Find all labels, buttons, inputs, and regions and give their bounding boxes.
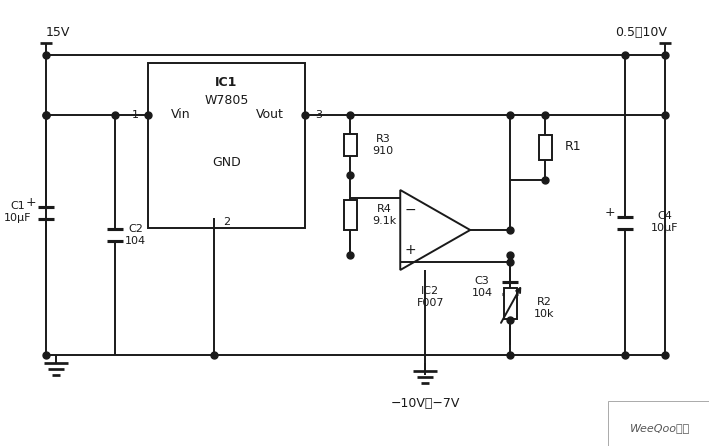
Text: 15V: 15V [45, 26, 70, 40]
Text: C4
10μF: C4 10μF [651, 211, 679, 233]
Text: R4
9.1k: R4 9.1k [372, 204, 396, 226]
Text: 1: 1 [131, 110, 138, 120]
Text: GND: GND [212, 156, 241, 169]
Text: 3: 3 [316, 110, 323, 120]
Text: C3
104: C3 104 [471, 276, 493, 298]
Text: −: − [404, 203, 416, 217]
Text: 0.5～10V: 0.5～10V [615, 26, 667, 40]
Text: +: + [26, 196, 36, 209]
Text: R2
10k: R2 10k [534, 297, 554, 319]
Text: IC2
F007: IC2 F007 [416, 286, 444, 308]
Text: R1: R1 [565, 140, 582, 153]
Text: IC1: IC1 [216, 77, 238, 90]
Text: W7805: W7805 [204, 95, 249, 107]
Text: R3
910: R3 910 [372, 134, 393, 156]
Bar [344, 134, 357, 157]
Text: C2
104: C2 104 [125, 224, 146, 246]
Bar [503, 288, 517, 319]
Text: 2: 2 [223, 217, 230, 227]
Bar [539, 135, 552, 160]
Text: +: + [605, 206, 615, 219]
Text: WeeQoo维库: WeeQoo维库 [630, 423, 690, 433]
Text: Vin: Vin [170, 108, 190, 121]
Text: +: + [404, 243, 416, 257]
Text: C1
10μF: C1 10μF [4, 201, 31, 223]
Bar [148, 63, 306, 228]
Text: −10V～−7V: −10V～−7V [391, 397, 460, 410]
Text: Vout: Vout [255, 108, 284, 121]
Bar [344, 200, 357, 230]
